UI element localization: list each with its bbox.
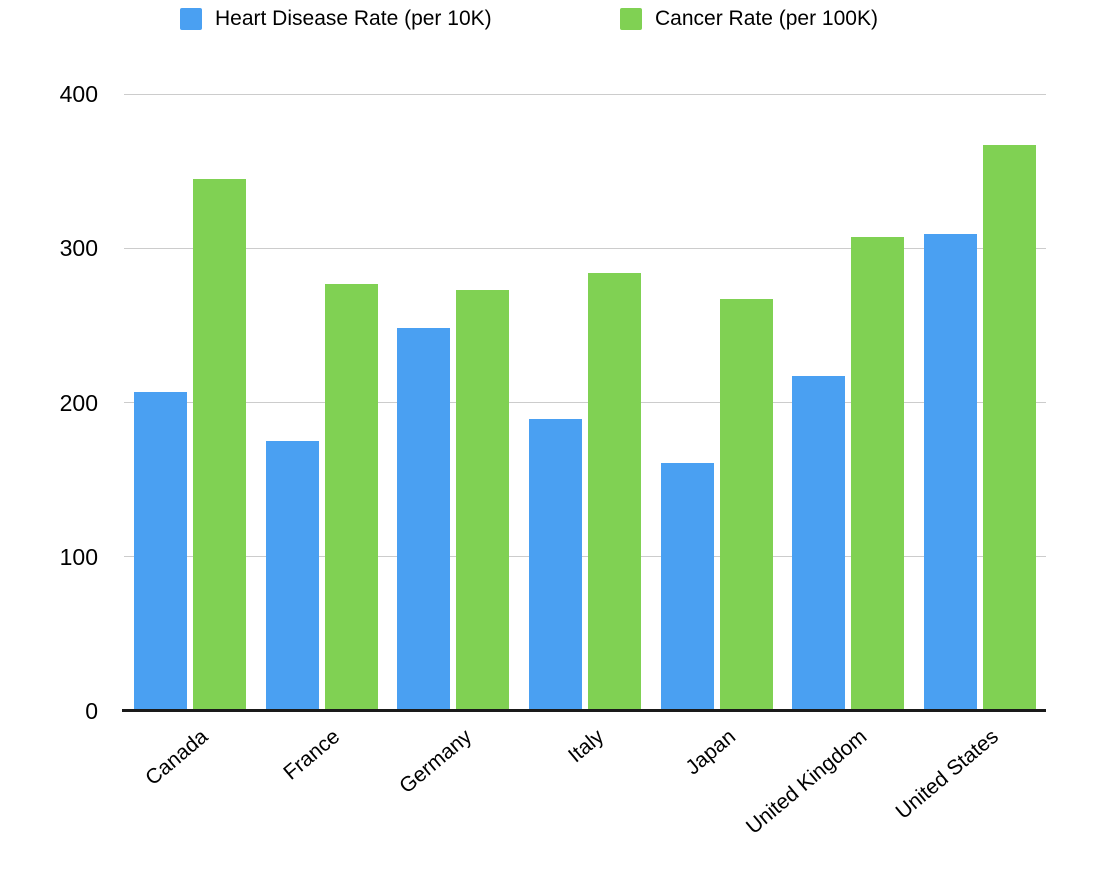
gridline-300 (124, 247, 1046, 249)
y-tick-label-100: 100 (59, 543, 98, 570)
x-axis-label-canada: Canada (141, 725, 213, 790)
bar-heart-disease-rate-per-10k-france (265, 441, 319, 711)
gridline-200 (124, 402, 1046, 403)
bar-cancer-rate-per-100k-canada (192, 178, 246, 711)
x-axis-label-united-kingdom: United Kingdom (741, 725, 872, 839)
legend-item-heart-disease-rate[interactable]: Heart Disease Rate (per 10K) (180, 7, 492, 31)
bar-cancer-rate-per-100k-france (324, 283, 378, 711)
x-axis-label-japan: Japan (680, 725, 740, 780)
bar-heart-disease-rate-per-10k-united-states (924, 234, 978, 711)
x-axis-label-united-states: United States (891, 725, 1003, 824)
bar-group-germany: Germany (387, 94, 519, 798)
legend-label-cancer-rate: Cancer Rate (per 100K) (655, 7, 878, 30)
bar-heart-disease-rate-per-10k-united-kingdom (792, 376, 846, 711)
bar-group-japan: Japan (651, 94, 783, 779)
gridline-100 (124, 556, 1046, 558)
bar-cancer-rate-per-100k-united-kingdom (851, 237, 905, 711)
y-tick-label-400: 400 (59, 81, 98, 107)
bar-heart-disease-rate-per-10k-canada (133, 391, 187, 711)
legend-swatch-green-icon (620, 8, 642, 30)
gridline-400 (124, 93, 1046, 95)
y-axis: 0 100 200 300 400 (0, 81, 98, 724)
bar-cancer-rate-per-100k-japan (719, 299, 773, 711)
y-tick-label-300: 300 (59, 235, 98, 262)
y-tick-label-0: 0 (85, 698, 98, 724)
bar-heart-disease-rate-per-10k-germany (397, 328, 451, 711)
bar-cancer-rate-per-100k-germany (456, 289, 510, 711)
bar-cancer-rate-per-100k-italy (588, 272, 642, 711)
bar-group-france: France (256, 94, 388, 785)
bar-group-italy: Italy (519, 94, 651, 767)
plot-area: Canada France Germany Italy Japan United King… (124, 93, 1046, 839)
bar-heart-disease-rate-per-10k-japan (660, 462, 714, 711)
bar-group-united-states: United States (892, 94, 1046, 824)
legend-item-cancer-rate[interactable]: Cancer Rate (per 100K) (620, 7, 878, 31)
bar-cancer-rate-per-100k-united-states (983, 144, 1037, 711)
x-axis-label-italy: Italy (563, 725, 608, 768)
legend-label-heart-disease-rate: Heart Disease Rate (per 10K) (215, 7, 492, 30)
legend-swatch-blue-icon (180, 8, 202, 30)
bar-heart-disease-rate-per-10k-italy (529, 419, 583, 711)
bar-group-united-kingdom: United Kingdom (742, 94, 915, 839)
x-axis-label-germany: Germany (395, 725, 477, 799)
x-axis-label-france: France (279, 725, 345, 785)
x-axis-line (122, 709, 1046, 712)
bar-group-canada: Canada (124, 94, 256, 790)
bar-groups: Canada France Germany Italy Japan United King… (124, 94, 1046, 839)
y-tick-label-200: 200 (59, 389, 98, 416)
